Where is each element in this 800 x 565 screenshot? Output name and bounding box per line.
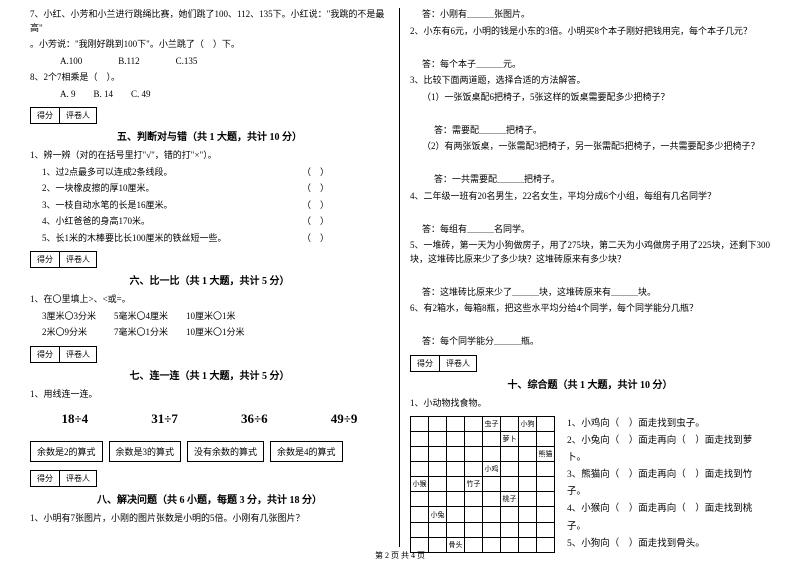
s5-1-5: 5、长1米的木棒要比长100厘米的铁丝短一些。 （ ）	[30, 232, 389, 246]
ans-6: 答：每个同学能分＿＿＿瓶。	[410, 335, 770, 349]
cell-xiaoji: 小鸡	[483, 462, 501, 477]
score-box-8: 得分 评卷人	[30, 470, 389, 487]
grader-label: 评卷人	[60, 346, 97, 363]
q4: 4、二年级一班有20名男生，22名女生，平均分成6个小组，每组有几名同学？	[410, 190, 770, 204]
paren: （ ）	[302, 182, 389, 196]
spacer	[410, 157, 770, 171]
spacer	[410, 269, 770, 283]
s5-1-2: 2、一块橡皮擦的厚10厘米。 （ ）	[30, 182, 389, 196]
grader-label: 评卷人	[60, 107, 97, 124]
section-6-title: 六、比一比（共 1 大题，共计 5 分）	[30, 272, 389, 287]
expression-row: 18÷4 31÷7 36÷6 49÷9	[30, 411, 389, 427]
cell-xiaotu: 小兔	[429, 507, 447, 522]
side-q2: 2、小兔向（ ）面走再向（ ）面走找到萝卜。	[567, 433, 770, 467]
q7-options: A.100 B.112 C.135	[30, 55, 389, 69]
s5-1-5-text: 5、长1米的木棒要比长100厘米的铁丝短一些。	[42, 232, 227, 246]
ans-2: 答：每个本子＿＿＿元。	[410, 58, 770, 72]
q8-options: A. 9 B. 14 C. 49	[30, 88, 389, 102]
s6-r1: 3厘米〇3分米 5毫米〇4厘米 10厘米〇1米	[30, 310, 389, 324]
score-label: 得分	[30, 346, 60, 363]
q2: 2、小东有6元，小明的钱是小东的3倍。小明买8个本子刚好把钱用完，每个本子几元？	[410, 25, 770, 39]
s8-1: 1、小明有7张图片，小刚的图片张数是小明的5倍。小刚有几张图片？	[30, 512, 389, 526]
cell-xiongmao: 熊猫	[537, 447, 555, 462]
expr-2: 31÷7	[151, 411, 178, 427]
score-box-6: 得分 评卷人	[30, 251, 389, 268]
s5-1-2-text: 2、一块橡皮擦的厚10厘米。	[42, 182, 155, 196]
cell-zhuzi: 竹子	[465, 477, 483, 492]
cell-chongzi: 虫子	[483, 417, 501, 432]
s5-1: 1、辨一辨（对的在括号里打"√"，错的打"×"）。	[30, 149, 389, 163]
score-label: 得分	[410, 355, 440, 372]
side-q4: 4、小猴向（ ）面走再向（ ）面走找到桃子。	[567, 501, 770, 535]
section-8-title: 八、解决问题（共 6 小题，每题 3 分，共计 18 分）	[30, 491, 389, 506]
q5: 5、一堆砖，第一天为小狗做房子，用了275块，第二天为小鸡做房子用了225块，还…	[410, 239, 770, 266]
q8-text: 8、2个7相乘是（ ）。	[30, 71, 389, 85]
s5-1-3: 3、一枝自动水笔的长是16厘米。 （ ）	[30, 199, 389, 213]
ans-3-1: 答：需要配＿＿＿把椅子。	[410, 124, 770, 138]
score-label: 得分	[30, 107, 60, 124]
section-10-title: 十、综合题（共 1 大题，共计 10 分）	[410, 376, 770, 391]
paren: （ ）	[302, 232, 389, 246]
section-5-title: 五、判断对与错（共 1 大题，共计 10 分）	[30, 128, 389, 143]
s5-1-1: 1、过2点最多可以连成2条线段。 （ ）	[30, 166, 389, 180]
expr-3: 36÷6	[241, 411, 268, 427]
expr-4: 49÷9	[331, 411, 358, 427]
ans-1: 答：小刚有＿＿＿张图片。	[410, 8, 770, 22]
s5-1-3-text: 3、一枝自动水笔的长是16厘米。	[42, 199, 173, 213]
grader-label: 评卷人	[60, 470, 97, 487]
q6: 6、有2箱水，每箱8瓶，把这些水平均分给4个同学，每个同学能分几瓶？	[410, 302, 770, 316]
remainder-box-3: 余数是3的算式	[109, 441, 182, 462]
s6-r2: 2米〇9分米 7毫米〇1分米 10厘米〇1分米	[30, 326, 389, 340]
remainder-box-none: 没有余数的算式	[187, 441, 264, 462]
paren: （ ）	[302, 215, 389, 229]
ans-3-2: 答：一共需要配＿＿＿把椅子。	[410, 173, 770, 187]
s5-1-1-text: 1、过2点最多可以连成2条线段。	[42, 166, 173, 180]
q7b-text: 。小芳说："我刚好跳到100下"。小兰跳了（ ）下。	[30, 38, 389, 52]
score-label: 得分	[30, 251, 60, 268]
s10-1: 1、小动物找食物。	[410, 397, 770, 411]
remainder-box-2: 余数是2的算式	[30, 441, 103, 462]
score-box-10: 得分 评卷人	[410, 355, 770, 372]
grader-label: 评卷人	[60, 251, 97, 268]
page-footer: 第 2 页 共 4 页	[0, 550, 800, 561]
cell-xiaogou: 小狗	[519, 417, 537, 432]
spacer	[410, 206, 770, 220]
spacer	[410, 319, 770, 333]
cell-taozi: 桃子	[501, 492, 519, 507]
s5-1-4: 4、小红爸爸的身高170米。 （ ）	[30, 215, 389, 229]
paren: （ ）	[302, 166, 389, 180]
cell-luobo: 萝卜	[501, 432, 519, 447]
score-box-7: 得分 评卷人	[30, 346, 389, 363]
spacer	[410, 41, 770, 55]
s5-1-4-text: 4、小红爸爸的身高170米。	[42, 215, 150, 229]
animal-grid: 虫子小狗 萝卜 熊猫 小鸡 小猴竹子 桃子 小兔 骨头	[410, 416, 555, 553]
side-q3: 3、熊猫向（ ）面走再向（ ）面走找到竹子。	[567, 467, 770, 501]
s7-1: 1、用线连一连。	[30, 388, 389, 402]
q3: 3、比较下面两道题，选择合适的方法解答。	[410, 74, 770, 88]
score-label: 得分	[30, 470, 60, 487]
cell-xiaohou: 小猴	[411, 477, 429, 492]
paren: （ ）	[302, 199, 389, 213]
s6-1: 1、在〇里填上>、<或=。	[30, 293, 389, 307]
expr-1: 18÷4	[62, 411, 89, 427]
q3-1: （1）一张饭桌配6把椅子，5张这样的饭桌需要配多少把椅子？	[410, 91, 770, 105]
side-q1: 1、小鸡向（ ）面走找到虫子。	[567, 416, 770, 433]
ans-4: 答：每组有＿＿＿名同学。	[410, 223, 770, 237]
q7-text: 7、小红、小芳和小兰进行跳绳比赛，她们跳了100、112、135下。小红说："我…	[30, 8, 389, 35]
ans-5: 答：这堆砖比原来少了＿＿＿块，这堆砖原来有＿＿＿块。	[410, 286, 770, 300]
score-box-5: 得分 评卷人	[30, 107, 389, 124]
q3-2: （2）有两张饭桌，一张需配3把椅子，另一张需配5把椅子，一共需要配多少把椅子？	[410, 140, 770, 154]
remainder-boxes: 余数是2的算式 余数是3的算式 没有余数的算式 余数是4的算式	[30, 441, 389, 462]
spacer	[410, 107, 770, 121]
section-7-title: 七、连一连（共 1 大题，共计 5 分）	[30, 367, 389, 382]
remainder-box-4: 余数是4的算式	[270, 441, 343, 462]
grader-label: 评卷人	[440, 355, 477, 372]
grid-questions: 1、小鸡向（ ）面走找到虫子。 2、小兔向（ ）面走再向（ ）面走找到萝卜。 3…	[555, 416, 770, 553]
